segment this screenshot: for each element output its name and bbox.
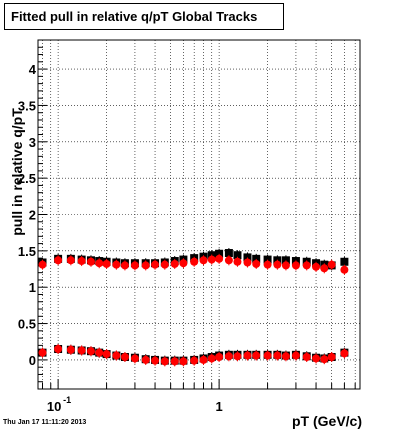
data-point [263, 351, 272, 360]
data-point [199, 256, 208, 265]
data-points [38, 248, 349, 367]
y-tick-label: 0 [29, 353, 36, 368]
data-point [179, 357, 188, 366]
data-point [252, 259, 261, 268]
data-point [190, 356, 199, 365]
data-point [273, 260, 282, 269]
data-point [160, 357, 169, 366]
data-point [102, 350, 111, 359]
y-tick-label: 2.5 [18, 171, 36, 186]
x-tick-labels: 10 -1 1 [47, 395, 223, 414]
data-point [112, 260, 121, 269]
x-tick-label: 1 [215, 399, 222, 414]
data-point [170, 357, 179, 366]
data-point [141, 261, 150, 270]
data-point [273, 351, 282, 360]
data-point [170, 259, 179, 268]
data-point [190, 257, 199, 266]
data-point [160, 260, 169, 269]
data-point [263, 260, 272, 269]
x-tick-label-exponent: -1 [63, 395, 71, 405]
data-point [243, 258, 252, 267]
y-tick-label: 3.5 [18, 98, 36, 113]
data-point [252, 254, 261, 263]
data-point [281, 261, 290, 270]
data-point [95, 348, 104, 357]
data-point [120, 261, 129, 270]
data-point [291, 261, 300, 270]
data-point [130, 261, 139, 270]
data-point [224, 249, 233, 258]
data-point [320, 355, 329, 364]
data-point [215, 353, 224, 362]
data-point [233, 257, 242, 266]
data-point [199, 355, 208, 364]
data-point [207, 354, 216, 363]
data-point [224, 352, 233, 361]
data-point [252, 351, 261, 360]
data-point [243, 253, 252, 262]
data-point [66, 256, 75, 265]
y-tick-label: 0.5 [18, 317, 36, 332]
data-point [302, 353, 311, 362]
plot-frame [37, 39, 361, 390]
data-point [151, 260, 160, 269]
data-point [233, 352, 242, 361]
data-point [215, 254, 224, 263]
data-point [120, 353, 129, 362]
data-point [312, 354, 321, 363]
y-tick-label: 3 [29, 135, 36, 150]
data-point [291, 351, 300, 360]
chart-title: Fitted pull in relative q/pT Global Trac… [4, 3, 284, 30]
data-point [54, 345, 63, 354]
data-point [179, 259, 188, 268]
data-point [327, 260, 336, 269]
data-point [340, 265, 349, 274]
data-point [86, 257, 95, 266]
data-point [340, 257, 349, 266]
data-point [281, 352, 290, 361]
data-point [281, 256, 290, 265]
data-point [151, 356, 160, 365]
data-point [207, 255, 216, 264]
data-point [38, 348, 47, 357]
data-point [302, 261, 311, 270]
data-point [38, 260, 47, 269]
y-tick-labels: 0 0.5 1 1.5 2 2.5 3 3.5 4 [18, 62, 37, 368]
data-point [86, 347, 95, 356]
data-point [54, 256, 63, 265]
data-point [141, 355, 150, 364]
data-point [233, 251, 242, 260]
timestamp: Thu Jan 17 11:11:20 2013 [3, 419, 87, 426]
y-tick-label: 4 [29, 62, 37, 77]
data-point [66, 345, 75, 354]
y-axis-label: pull in relative q/pT [9, 108, 25, 236]
data-point [340, 349, 349, 358]
data-point [95, 259, 104, 268]
data-point [263, 255, 272, 264]
data-point [77, 346, 86, 355]
data-point [215, 249, 224, 258]
x-tick-label: 10 [47, 399, 61, 414]
axis-ticks [38, 46, 356, 389]
data-point [130, 354, 139, 363]
x-axis-label: pT (GeV/c) [292, 413, 362, 429]
data-point [327, 353, 336, 362]
data-point [320, 264, 329, 273]
data-point [224, 256, 233, 265]
y-tick-label: 1 [29, 280, 36, 295]
data-point [312, 262, 321, 271]
data-point [102, 259, 111, 268]
data-point [77, 257, 86, 266]
data-point [243, 351, 252, 360]
y-tick-label: 2 [29, 208, 36, 223]
y-tick-label: 1.5 [18, 244, 36, 259]
data-point [112, 351, 121, 360]
